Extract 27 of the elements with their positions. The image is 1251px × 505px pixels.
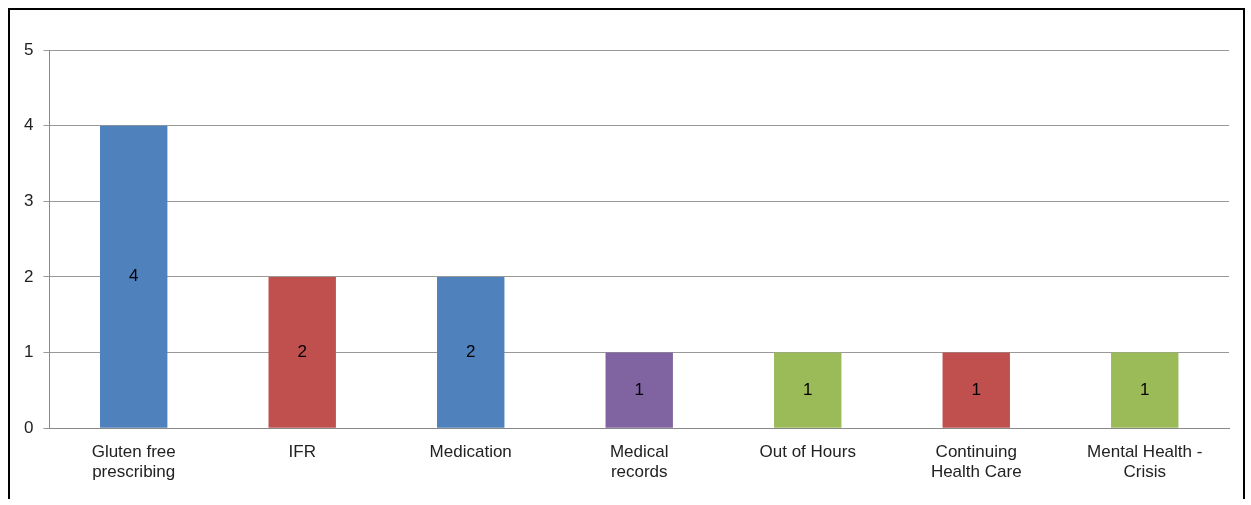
x-tick-label: Gluten free prescribing <box>91 442 176 482</box>
bar <box>605 352 673 428</box>
data-label: 1 <box>803 379 813 399</box>
bar <box>1111 352 1179 428</box>
x-tick-label: Medical records <box>609 442 669 482</box>
data-label: 1 <box>971 379 981 399</box>
y-tick-label: 4 <box>23 115 34 135</box>
bar <box>774 352 842 428</box>
data-label: 2 <box>297 342 307 361</box>
bar <box>942 352 1010 428</box>
x-tick-label: IFR <box>288 442 316 462</box>
y-tick-label: 2 <box>23 266 34 286</box>
data-label: 1 <box>634 379 644 399</box>
y-tick-label: 5 <box>23 39 34 59</box>
data-label: 1 <box>1140 379 1150 399</box>
x-tick-label: Mental Health - Crisis <box>1087 442 1203 482</box>
x-tick-label: Medication <box>429 442 512 462</box>
bar <box>100 125 168 428</box>
y-tick-label: 1 <box>23 342 34 362</box>
bar <box>268 276 336 428</box>
y-tick-label: 3 <box>23 190 34 210</box>
x-tick-label: Continuing Health Care <box>930 442 1022 482</box>
data-label: 4 <box>128 266 139 286</box>
x-tick-label: Out of Hours <box>759 442 856 462</box>
y-tick-label: 0 <box>23 417 34 437</box>
bar <box>437 276 505 428</box>
data-label: 2 <box>465 342 476 361</box>
